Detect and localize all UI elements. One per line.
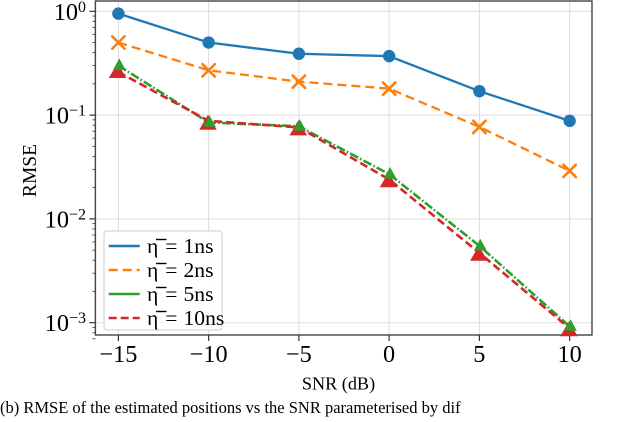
svg-text:0: 0 bbox=[383, 341, 395, 368]
svg-text:5: 5 bbox=[473, 341, 485, 368]
svg-text:100: 100 bbox=[54, 0, 86, 26]
svg-text:−5: −5 bbox=[286, 341, 312, 368]
svg-text:−10: −10 bbox=[190, 341, 228, 368]
svg-text:10−2: 10−2 bbox=[45, 206, 86, 234]
svg-text:−15: −15 bbox=[99, 341, 137, 368]
svg-text:SNR (dB): SNR (dB) bbox=[302, 374, 375, 395]
svg-text:10−1: 10−1 bbox=[45, 102, 86, 130]
svg-text:RMSE: RMSE bbox=[20, 144, 41, 197]
svg-text:10: 10 bbox=[557, 341, 581, 368]
svg-text:10−3: 10−3 bbox=[45, 310, 86, 338]
